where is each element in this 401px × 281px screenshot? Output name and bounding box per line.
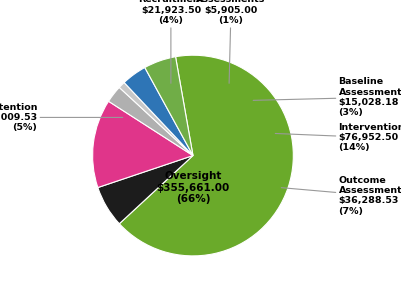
Text: Outcome
Assessments
$36,288.53
(7%): Outcome Assessments $36,288.53 (7%) [281,176,401,216]
Wedge shape [119,83,193,156]
Text: Screening
Assessments
$5,905.00
(1%): Screening Assessments $5,905.00 (1%) [196,0,266,83]
Text: Recruitment
$21,923.50
(4%): Recruitment $21,923.50 (4%) [138,0,204,83]
Text: Retention
$28,009.53
(5%): Retention $28,009.53 (5%) [0,103,123,132]
Wedge shape [98,156,193,224]
Wedge shape [124,67,193,156]
Wedge shape [119,55,293,256]
Text: Oversight
$355,661.00
(66%): Oversight $355,661.00 (66%) [156,171,230,204]
Wedge shape [93,101,193,187]
Wedge shape [109,87,193,156]
Text: Intervention
$76,952.50
(14%): Intervention $76,952.50 (14%) [275,123,401,152]
Wedge shape [145,57,193,156]
Text: Baseline
Assessments
$15,028.18
(3%): Baseline Assessments $15,028.18 (3%) [253,77,401,117]
